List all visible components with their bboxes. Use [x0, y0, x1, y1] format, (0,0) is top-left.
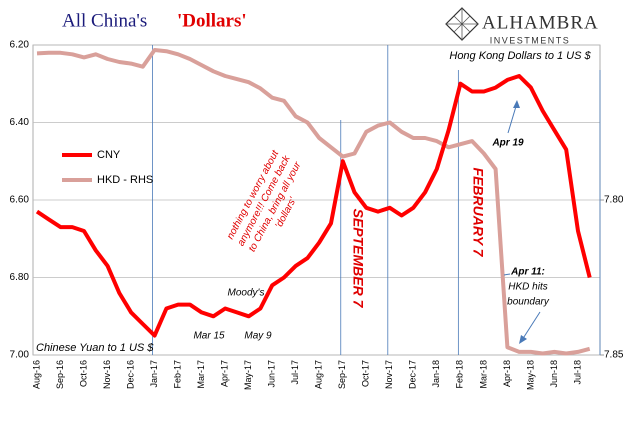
x-tick-label: Sep-17 [337, 360, 347, 389]
x-tick-label: Jan-18 [431, 360, 441, 388]
x-tick-label: Feb-17 [172, 360, 182, 389]
x-tick-label: Jul-18 [572, 360, 582, 385]
annotation: Chinese Yuan to 1 US $ [36, 342, 154, 354]
y-tick-label: 6.20 [10, 40, 30, 51]
brand-tagline: INVESTMENTS [490, 35, 571, 45]
legend-label: CNY [97, 149, 121, 161]
x-tick-label: Apr-18 [502, 360, 512, 387]
series-line [36, 48, 591, 356]
y-tick-label: 6.60 [10, 195, 30, 206]
x-tick-label: Jun-17 [267, 360, 277, 388]
series-line [35, 74, 592, 338]
annotation: boundary [507, 297, 550, 308]
x-tick-label: Mar-18 [478, 360, 488, 389]
x-tick-label: Jan-17 [149, 360, 159, 388]
x-tick-label: Dec-16 [125, 360, 135, 389]
legend-label: HKD - RHS [97, 174, 153, 186]
x-tick-label: Oct-16 [78, 360, 88, 387]
logo [445, 7, 479, 41]
y-tick-label: 6.40 [10, 117, 30, 128]
y2-tick-label: 7.80 [604, 195, 624, 206]
x-tick-label: Nov-16 [102, 360, 112, 389]
annotation: Apr 11: [510, 267, 545, 278]
arrow [503, 273, 511, 276]
annotation: Apr 19 [491, 138, 524, 149]
chart-title: All China's [62, 10, 147, 31]
y2-tick-label: 7.85 [604, 350, 624, 361]
chart-title-emphasis: 'Dollars' [177, 10, 247, 31]
annotation-event: SEPTEMBER 7 [350, 209, 366, 309]
x-tick-label: Sep-16 [55, 360, 65, 389]
x-tick-label: Feb-18 [455, 360, 465, 389]
x-tick-label: Dec-17 [408, 360, 418, 389]
x-tick-label: Jul-17 [290, 360, 300, 385]
x-tick-label: Aug-17 [314, 360, 324, 389]
arrowhead [519, 335, 527, 344]
arrowhead [513, 100, 520, 108]
y-tick-label: 7.00 [10, 350, 30, 361]
x-tick-label: May-17 [243, 360, 253, 390]
annotation: Mar 15 [193, 331, 225, 342]
x-tick-label: Jun-18 [549, 360, 559, 388]
annotation: HKD hits [508, 282, 547, 293]
x-tick-label: Oct-17 [361, 360, 371, 387]
annotation-event: FEBRUARY 7 [470, 168, 486, 258]
annotation: Moody's [228, 288, 265, 299]
x-tick-label: Aug-16 [31, 360, 41, 389]
x-tick-label: Nov-17 [384, 360, 394, 389]
brand-name: ALHAMBRA [482, 12, 599, 33]
x-tick-label: Mar-17 [196, 360, 206, 389]
annotation: May 9 [244, 331, 272, 342]
y-tick-label: 6.80 [10, 272, 30, 283]
annotation: Hong Kong Dollars to 1 US $ [449, 50, 591, 62]
x-tick-label: May-18 [525, 360, 535, 390]
arrow [521, 311, 541, 341]
x-tick-label: Apr-17 [220, 360, 230, 387]
